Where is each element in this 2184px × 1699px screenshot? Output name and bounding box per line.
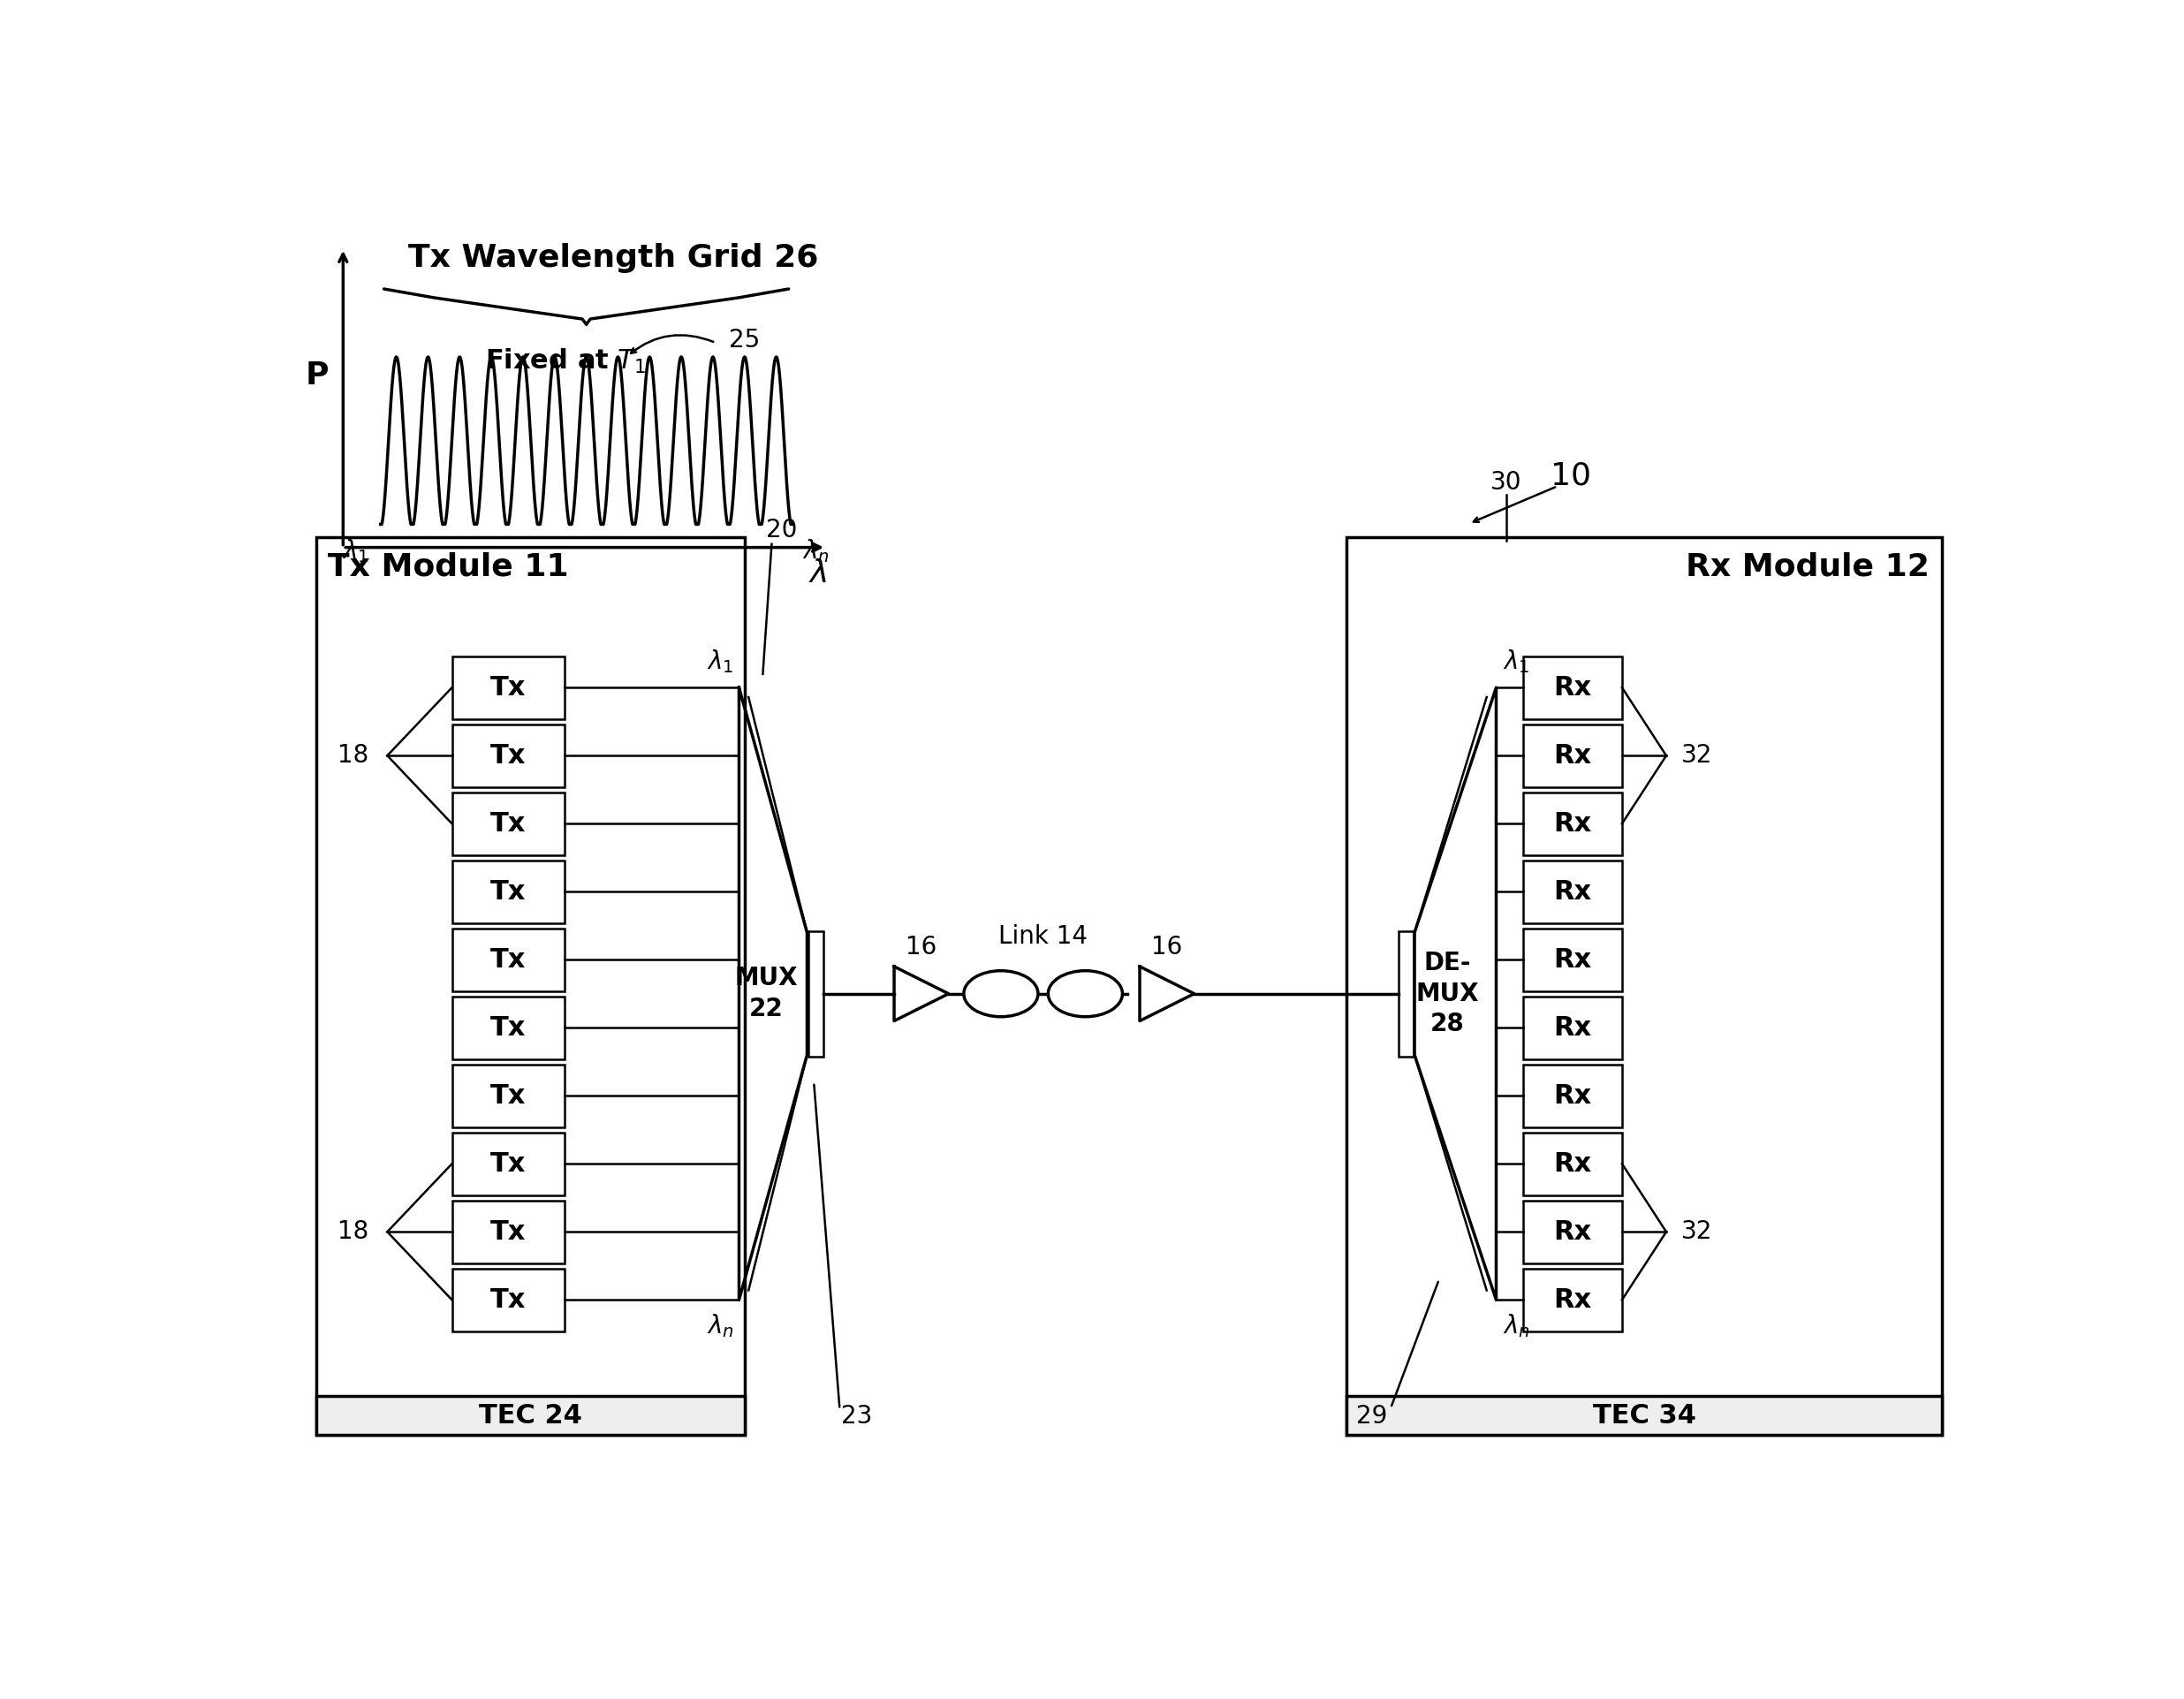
Bar — [452, 996, 563, 1058]
Text: Rx: Rx — [1553, 1288, 1592, 1313]
Bar — [452, 792, 563, 855]
Text: Tx: Tx — [489, 810, 526, 836]
Text: Fixed at $T_1$: Fixed at $T_1$ — [485, 348, 646, 375]
Bar — [452, 724, 563, 787]
Bar — [1524, 860, 1623, 923]
Text: DE-
MUX
28: DE- MUX 28 — [1415, 951, 1479, 1036]
Text: $\lambda$: $\lambda$ — [808, 559, 828, 588]
Bar — [452, 928, 563, 991]
Text: Rx: Rx — [1553, 878, 1592, 904]
Text: Rx Module 12: Rx Module 12 — [1686, 552, 1928, 583]
Text: TEC 24: TEC 24 — [478, 1403, 581, 1429]
Bar — [1524, 928, 1623, 991]
Text: Tx: Tx — [489, 1014, 526, 1040]
Ellipse shape — [963, 970, 1037, 1016]
Text: Rx: Rx — [1553, 675, 1592, 700]
Text: 10: 10 — [1551, 460, 1592, 491]
Ellipse shape — [1048, 970, 1123, 1016]
Bar — [1398, 931, 1413, 1057]
Text: 23: 23 — [841, 1403, 871, 1429]
Text: Rx: Rx — [1553, 1082, 1592, 1108]
Bar — [317, 537, 745, 1436]
Text: Link 14: Link 14 — [998, 924, 1088, 950]
Bar — [452, 1269, 563, 1330]
Text: 16: 16 — [906, 934, 937, 960]
Text: $\lambda_n$: $\lambda_n$ — [1503, 1312, 1531, 1339]
Text: Tx: Tx — [489, 1288, 526, 1313]
Text: Tx: Tx — [489, 946, 526, 972]
Text: P: P — [306, 360, 330, 391]
Bar — [1348, 537, 1942, 1436]
Bar — [317, 1397, 745, 1436]
Text: TEC 34: TEC 34 — [1592, 1403, 1695, 1429]
Text: MUX
22: MUX 22 — [734, 967, 797, 1021]
Bar — [1524, 1269, 1623, 1330]
Bar — [808, 931, 823, 1057]
Text: Tx Wavelength Grid 26: Tx Wavelength Grid 26 — [408, 243, 819, 272]
Text: Rx: Rx — [1553, 1218, 1592, 1245]
Bar — [452, 860, 563, 923]
Bar — [452, 656, 563, 719]
Bar — [452, 1065, 563, 1126]
Bar — [1348, 1397, 1942, 1436]
Text: 20: 20 — [767, 518, 797, 542]
Text: Rx: Rx — [1553, 946, 1592, 972]
Text: Tx: Tx — [489, 742, 526, 768]
Bar — [1524, 724, 1623, 787]
Text: 18: 18 — [336, 1220, 369, 1244]
Text: 30: 30 — [1492, 471, 1522, 494]
Text: Tx: Tx — [489, 878, 526, 904]
Text: Rx: Rx — [1553, 742, 1592, 768]
Bar — [1524, 1201, 1623, 1262]
Text: $\lambda_n$: $\lambda_n$ — [705, 1312, 734, 1339]
Bar — [1524, 996, 1623, 1058]
Text: $\lambda_n$: $\lambda_n$ — [802, 537, 830, 564]
Text: 16: 16 — [1151, 934, 1182, 960]
Text: 25: 25 — [729, 328, 760, 352]
Text: $\lambda_1$: $\lambda_1$ — [341, 537, 369, 564]
Bar — [1524, 792, 1623, 855]
Text: Tx: Tx — [489, 675, 526, 700]
Bar — [452, 1201, 563, 1262]
Text: Rx: Rx — [1553, 1150, 1592, 1177]
Bar — [1524, 656, 1623, 719]
Text: Rx: Rx — [1553, 810, 1592, 836]
Bar — [1524, 1065, 1623, 1126]
Text: $\lambda_1$: $\lambda_1$ — [708, 647, 734, 675]
Text: $\lambda_1$: $\lambda_1$ — [1503, 647, 1529, 675]
Text: 29: 29 — [1356, 1403, 1387, 1429]
Bar — [1524, 1133, 1623, 1194]
Bar — [452, 1133, 563, 1194]
Text: 18: 18 — [336, 742, 369, 768]
Text: Tx Module 11: Tx Module 11 — [328, 552, 570, 583]
Text: Tx: Tx — [489, 1150, 526, 1177]
Text: Tx: Tx — [489, 1218, 526, 1245]
Text: 32: 32 — [1682, 1220, 1712, 1244]
Text: Tx: Tx — [489, 1082, 526, 1108]
Text: 32: 32 — [1682, 742, 1712, 768]
Text: Rx: Rx — [1553, 1014, 1592, 1040]
